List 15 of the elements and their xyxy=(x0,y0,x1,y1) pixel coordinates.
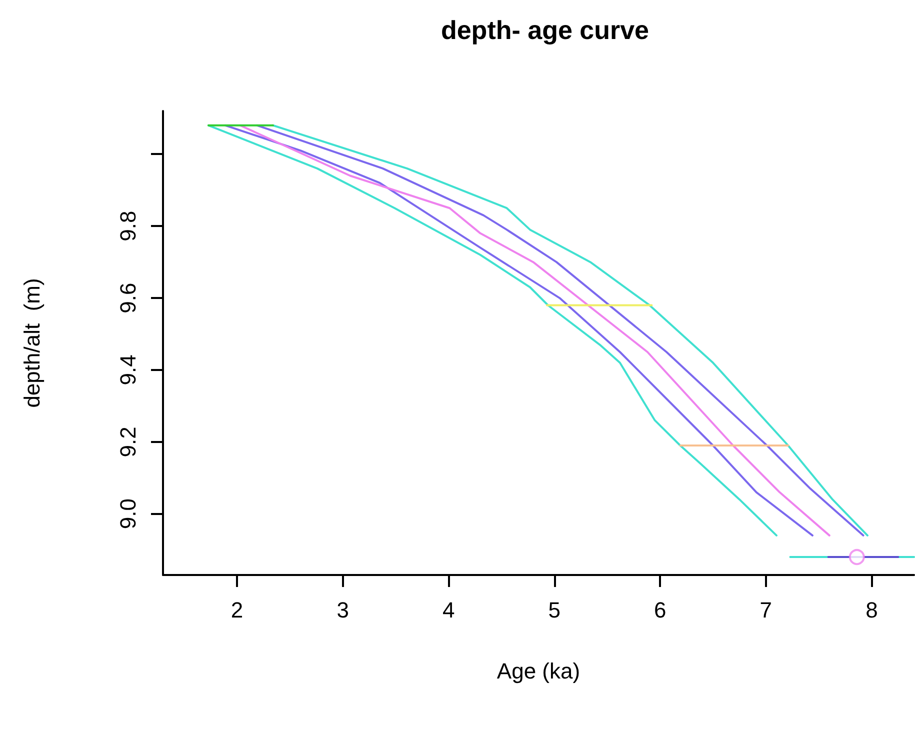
y-tick-label: 9.2 xyxy=(116,426,140,458)
y-tick-label: 9.4 xyxy=(116,354,140,386)
chart-title: depth- age curve xyxy=(440,15,650,45)
x-tick-label: 6 xyxy=(654,598,666,622)
x-axis-title: Age (ka) xyxy=(496,658,580,684)
y-tick-label: 9.8 xyxy=(116,210,140,242)
y-axis-title: depth/alt (m) xyxy=(20,278,44,408)
x-tick-label: 2 xyxy=(230,598,244,622)
x-tick-label: 8 xyxy=(866,598,878,622)
x-tick-label: 3 xyxy=(336,598,349,622)
x-tick-label: 7 xyxy=(760,598,772,622)
x-tick-label: 5 xyxy=(548,598,560,622)
y-tick-label: 9.0 xyxy=(116,498,140,530)
y-tick-label: 9.6 xyxy=(116,282,140,314)
x-tick-label: 4 xyxy=(442,598,455,622)
